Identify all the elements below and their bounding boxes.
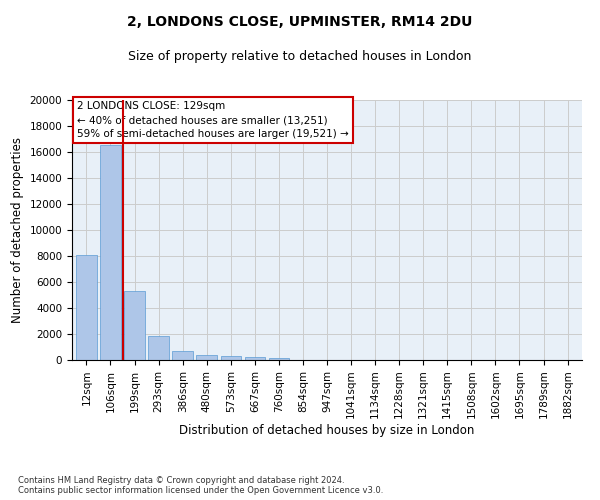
X-axis label: Distribution of detached houses by size in London: Distribution of detached houses by size … <box>179 424 475 437</box>
Y-axis label: Number of detached properties: Number of detached properties <box>11 137 24 323</box>
Bar <box>269 358 289 360</box>
Bar <box>100 146 121 360</box>
Bar <box>221 356 241 360</box>
Bar <box>76 254 97 360</box>
Bar <box>148 336 169 360</box>
Text: 2 LONDONS CLOSE: 129sqm
← 40% of detached houses are smaller (13,251)
59% of sem: 2 LONDONS CLOSE: 129sqm ← 40% of detache… <box>77 102 349 140</box>
Bar <box>124 291 145 360</box>
Text: Contains HM Land Registry data © Crown copyright and database right 2024.
Contai: Contains HM Land Registry data © Crown c… <box>18 476 383 495</box>
Bar <box>172 351 193 360</box>
Bar <box>245 357 265 360</box>
Text: Size of property relative to detached houses in London: Size of property relative to detached ho… <box>128 50 472 63</box>
Text: 2, LONDONS CLOSE, UPMINSTER, RM14 2DU: 2, LONDONS CLOSE, UPMINSTER, RM14 2DU <box>127 15 473 29</box>
Bar <box>196 355 217 360</box>
